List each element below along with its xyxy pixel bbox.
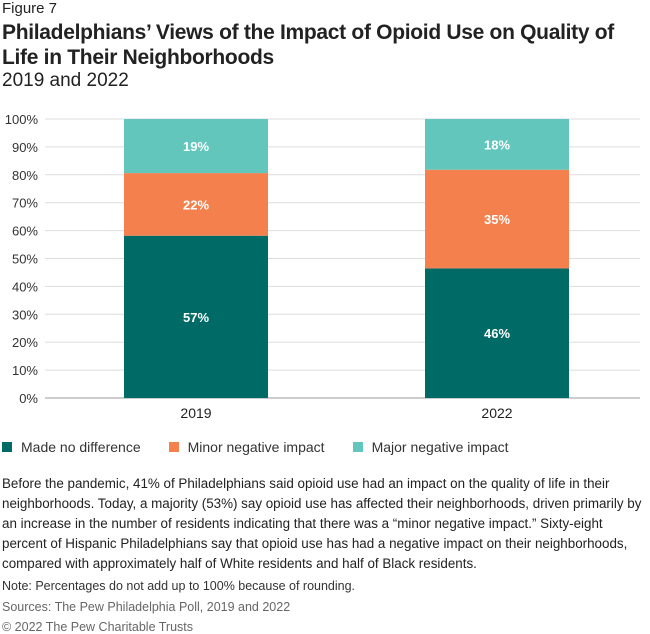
legend-label: Major negative impact (371, 439, 509, 455)
legend-swatch (2, 442, 12, 452)
bar-segment (425, 268, 569, 398)
bar-segment (425, 169, 569, 269)
x-tick-label: 2022 (481, 405, 512, 421)
legend-label: Minor negative impact (187, 439, 325, 455)
sources: Sources: The Pew Philadelphia Poll, 2019… (2, 600, 291, 614)
y-tick-label: 40% (12, 279, 38, 294)
body-text: Before the pandemic, 41% of Philadelphia… (2, 476, 642, 571)
data-label: 46% (484, 326, 510, 341)
legend-swatch (352, 442, 363, 452)
data-label: 35% (484, 212, 510, 227)
legend-item-made-no-difference: Made no difference (2, 439, 141, 455)
bar-segment (124, 173, 268, 236)
data-label: 22% (183, 197, 209, 212)
note: Note: Percentages do not add up to 100% … (2, 579, 356, 593)
bar-segment (124, 235, 268, 398)
bar-segment (425, 119, 569, 170)
y-tick-label: 70% (12, 196, 38, 211)
y-tick-label: 90% (12, 140, 38, 155)
data-label: 57% (183, 310, 209, 325)
y-tick-label: 100% (5, 112, 39, 127)
x-tick-label: 2019 (180, 405, 211, 421)
legend-item-minor-negative-impact: Minor negative impact (168, 439, 325, 455)
y-tick-label: 20% (12, 335, 38, 350)
data-label: 19% (183, 139, 209, 154)
y-tick-label: 80% (12, 168, 38, 183)
y-tick-label: 50% (12, 252, 38, 267)
legend-swatch (168, 442, 179, 452)
chart-title: Philadelphians’ Views of the Impact of O… (2, 21, 614, 69)
y-tick-label: 0% (19, 391, 38, 406)
y-tick-label: 10% (12, 363, 38, 378)
stacked-bar-chart: 0% 10% 20% 30% 40% 50% 60% 70% 80% 90% 100% 57% 22% 1… (5, 112, 640, 421)
bar-segment (124, 119, 268, 174)
copyright: © 2022 The Pew Charitable Trusts (2, 620, 194, 634)
figure-label: Figure 7 (2, 0, 58, 17)
y-tick-label: 30% (12, 307, 38, 322)
data-label: 18% (484, 137, 510, 152)
legend-item-major-negative-impact: Major negative impact (352, 439, 509, 455)
legend-label: Made no difference (21, 439, 141, 455)
legend: Made no difference Minor negative impact… (2, 439, 509, 455)
chart-subtitle: 2019 and 2022 (2, 70, 129, 91)
y-tick-label: 60% (12, 224, 38, 239)
